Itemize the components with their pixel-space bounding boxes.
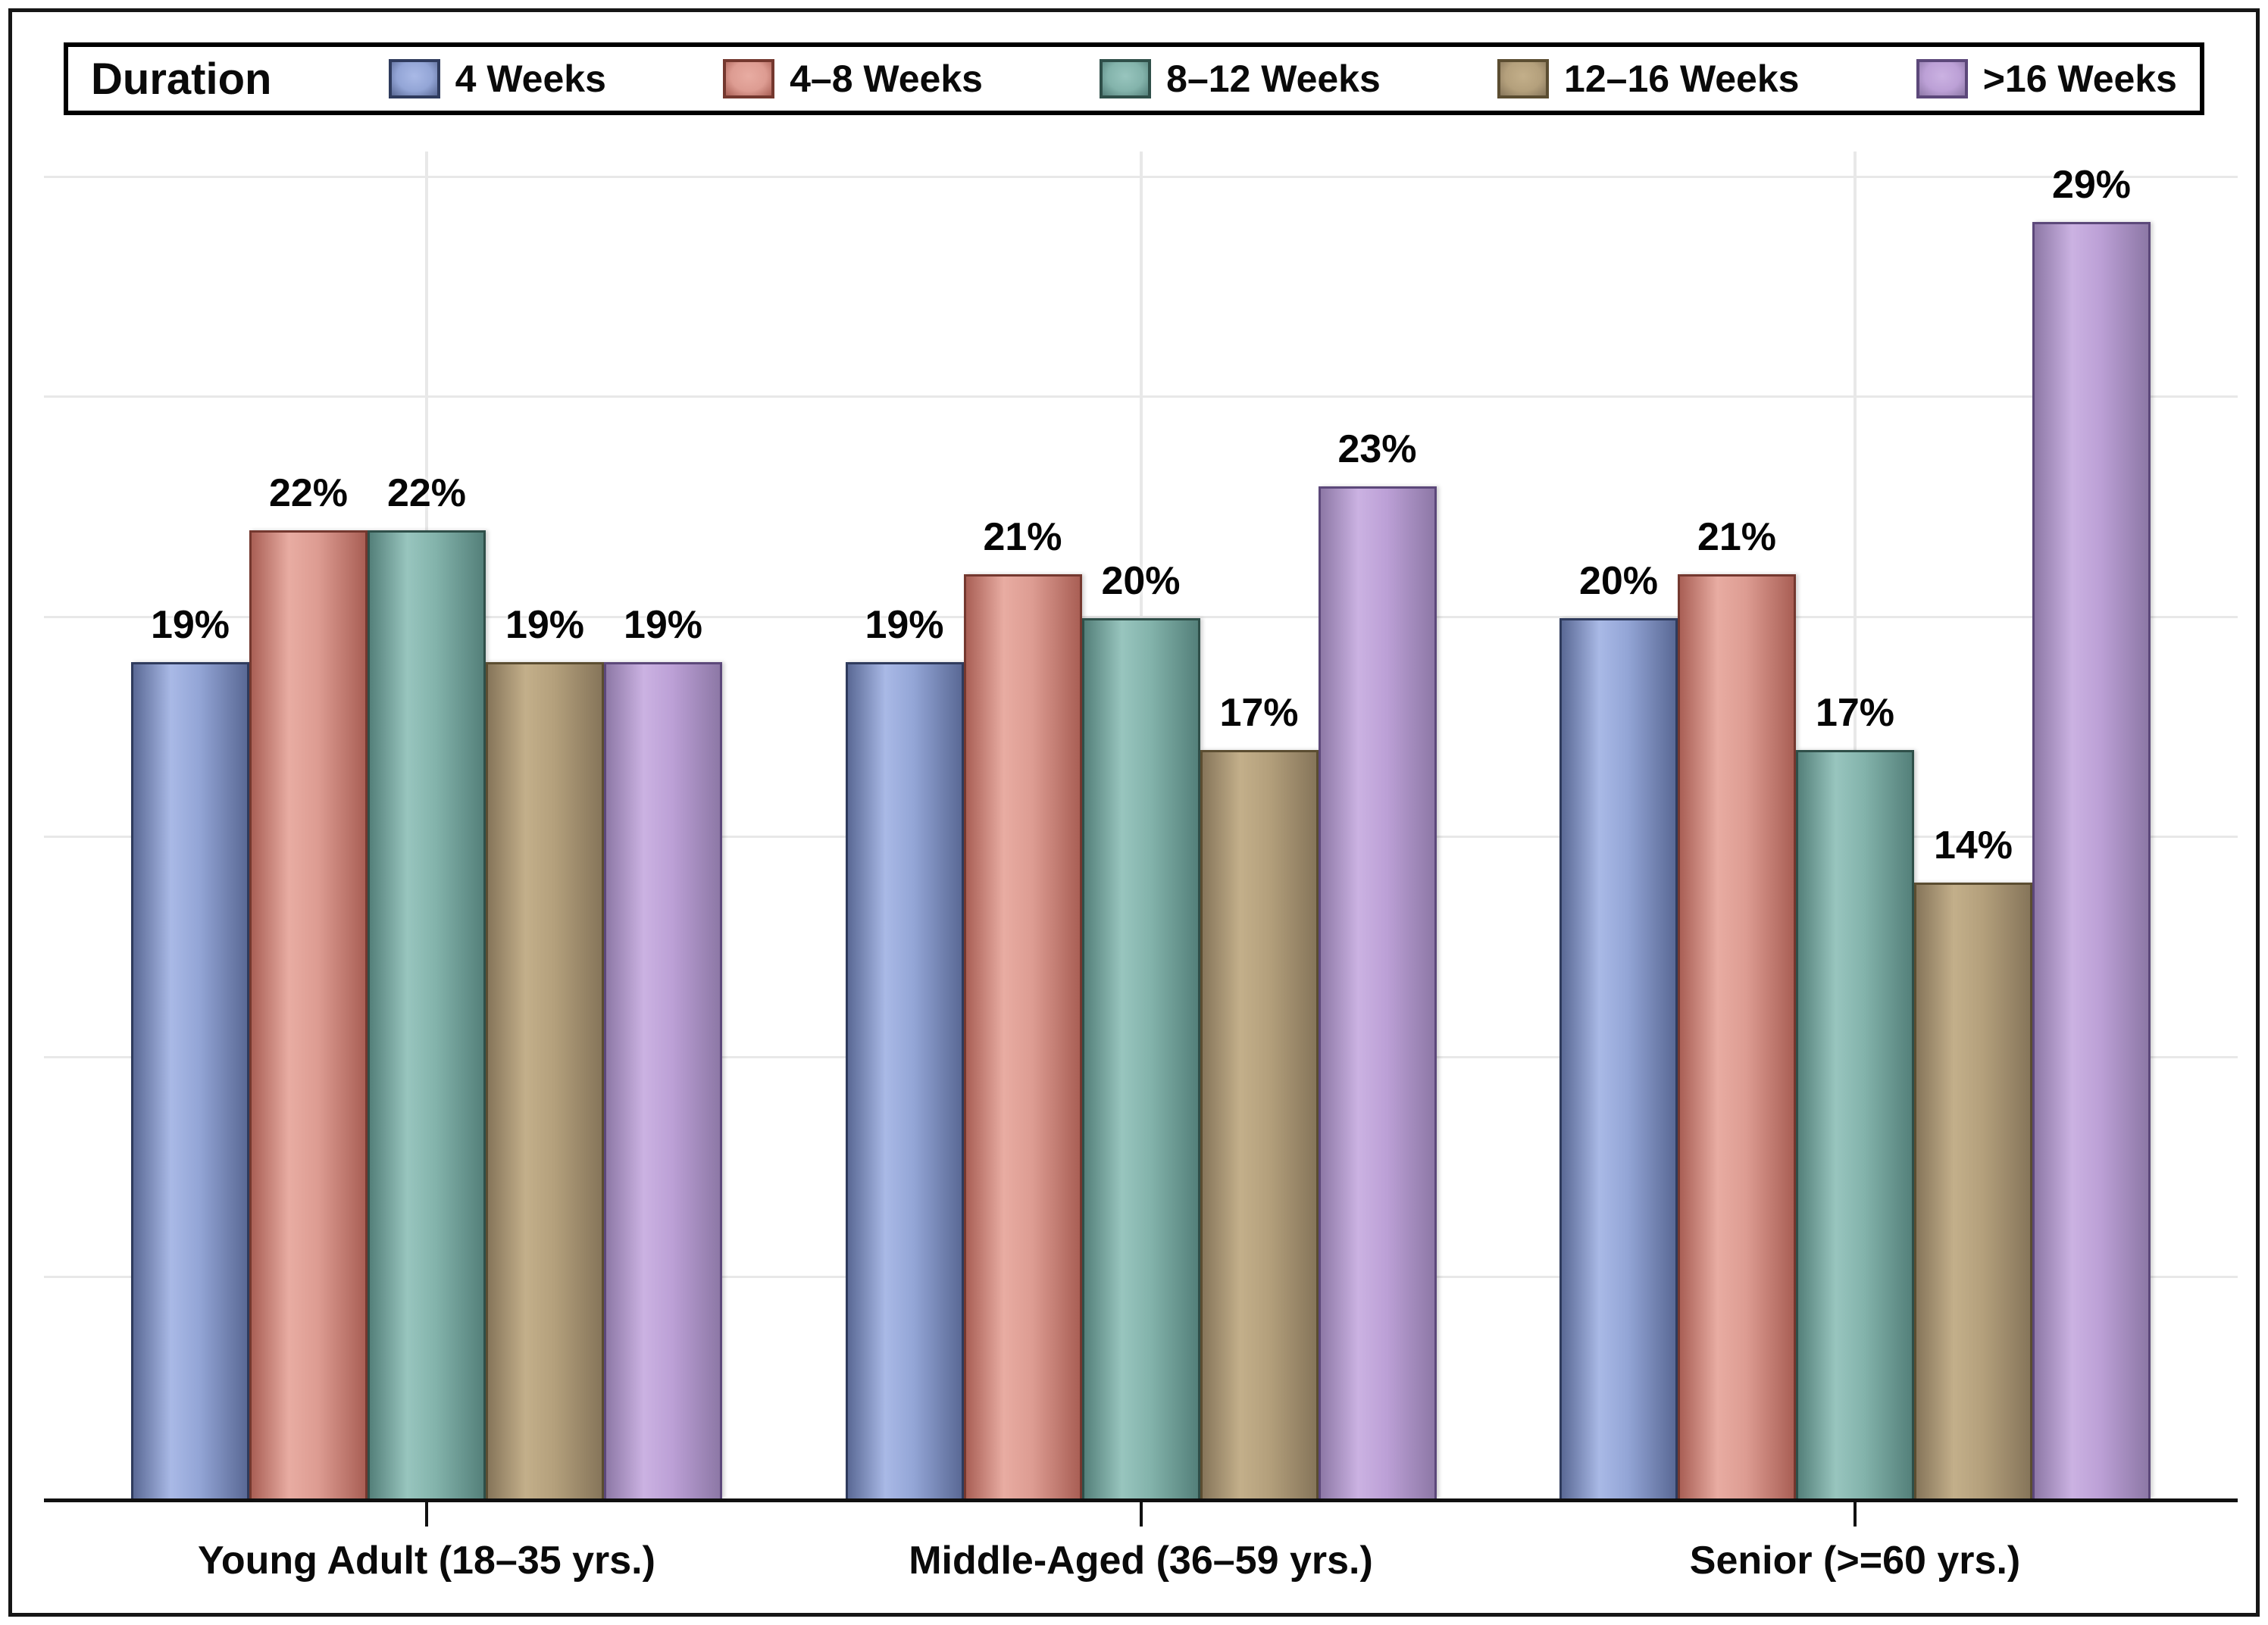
legend-swatch-icon bbox=[1100, 59, 1152, 98]
legend-item-label: 12–16 Weeks bbox=[1564, 58, 1800, 100]
bar-4–8-weeks: 21% bbox=[963, 515, 1082, 1498]
legend: Duration 4 Weeks 4–8 Weeks 8–12 Weeks 12–16… bbox=[64, 42, 2204, 115]
legend-item-5: >16 Weeks bbox=[1916, 57, 2177, 101]
legend-item-label: 4–8 Weeks bbox=[790, 58, 983, 100]
bar-value-label: 14% bbox=[1933, 823, 2013, 867]
bar-12–16-weeks: 14% bbox=[1914, 823, 2032, 1498]
bar-12–16-weeks: 17% bbox=[1200, 691, 1319, 1498]
x-axis-category-label: Young Adult (18–35 yrs.) bbox=[198, 1539, 655, 1583]
legend-item-label: >16 Weeks bbox=[1982, 58, 2177, 100]
bar-value-label: 22% bbox=[386, 470, 467, 515]
legend-item-4: 12–16 Weeks bbox=[1497, 57, 1799, 101]
bar-value-label: 23% bbox=[1337, 427, 1417, 471]
legend-swatch-icon bbox=[723, 59, 775, 98]
bar-value-label: 29% bbox=[2051, 162, 2132, 207]
x-axis-tick bbox=[1854, 1502, 1857, 1527]
bar-4-weeks: 20% bbox=[1559, 559, 1678, 1498]
bar-value-label: 19% bbox=[865, 603, 944, 648]
bar-group-1: 19% 22% 22% 19% 19% Young Adult (18–35 yrs.) bbox=[131, 152, 722, 1583]
bar-value-label: 21% bbox=[983, 514, 1062, 559]
bar-4–8-weeks: 22% bbox=[249, 471, 368, 1498]
legend-item-2: 4–8 Weeks bbox=[723, 57, 983, 101]
legend-item-label: 8–12 Weeks bbox=[1166, 58, 1381, 100]
bar-value-label: 19% bbox=[623, 603, 703, 648]
bar-value-label: 19% bbox=[150, 603, 230, 648]
legend-swatch-icon bbox=[388, 59, 440, 98]
bar-groups: 19% 22% 22% 19% 19% Young Adult (18–35 yrs.) 1… bbox=[44, 152, 2238, 1583]
x-axis-category-label: Senior (>=60 yrs.) bbox=[1689, 1539, 2021, 1583]
bar-group-3: 20% 21% 17% 14% 29% Senior (>=60 yrs.) bbox=[1559, 152, 2151, 1583]
bar-4–8-weeks: 21% bbox=[1678, 515, 1796, 1498]
bar-8–12-weeks: 20% bbox=[1081, 559, 1200, 1498]
bar-4-weeks: 19% bbox=[845, 603, 964, 1498]
bar-4-weeks: 19% bbox=[131, 603, 249, 1498]
legend-swatch-icon bbox=[1916, 59, 1968, 98]
bar-group-2: 19% 21% 20% 17% 23% Middle-Aged (36–59 yrs.) bbox=[845, 152, 1437, 1583]
bar-value-label: 17% bbox=[1815, 691, 1895, 736]
x-axis-tick bbox=[425, 1502, 428, 1527]
bar->16-weeks: 19% bbox=[604, 603, 722, 1498]
bar->16-weeks: 23% bbox=[1318, 427, 1437, 1498]
x-axis-tick bbox=[1139, 1502, 1143, 1527]
bar-value-label: 20% bbox=[1101, 558, 1181, 603]
bar-value-label: 21% bbox=[1697, 514, 1777, 559]
x-axis-category-label: Middle-Aged (36–59 yrs.) bbox=[909, 1539, 1373, 1583]
bar-value-label: 20% bbox=[1578, 558, 1659, 603]
bar-value-label: 19% bbox=[505, 603, 585, 648]
plot-area: 19% 22% 22% 19% 19% Young Adult (18–35 yrs.) 1… bbox=[44, 152, 2238, 1583]
bar->16-weeks: 29% bbox=[2032, 163, 2151, 1498]
bar-12–16-weeks: 19% bbox=[486, 603, 604, 1498]
bar-8–12-weeks: 22% bbox=[368, 471, 486, 1498]
legend-item-1: 4 Weeks bbox=[388, 57, 606, 101]
bar-value-label: 22% bbox=[268, 470, 349, 515]
legend-item-label: 4 Weeks bbox=[455, 58, 606, 100]
legend-item-3: 8–12 Weeks bbox=[1100, 57, 1381, 101]
legend-swatch-icon bbox=[1497, 59, 1550, 98]
bar-8–12-weeks: 17% bbox=[1796, 691, 1914, 1498]
legend-title: Duration bbox=[91, 54, 272, 104]
bar-value-label: 17% bbox=[1219, 691, 1299, 736]
